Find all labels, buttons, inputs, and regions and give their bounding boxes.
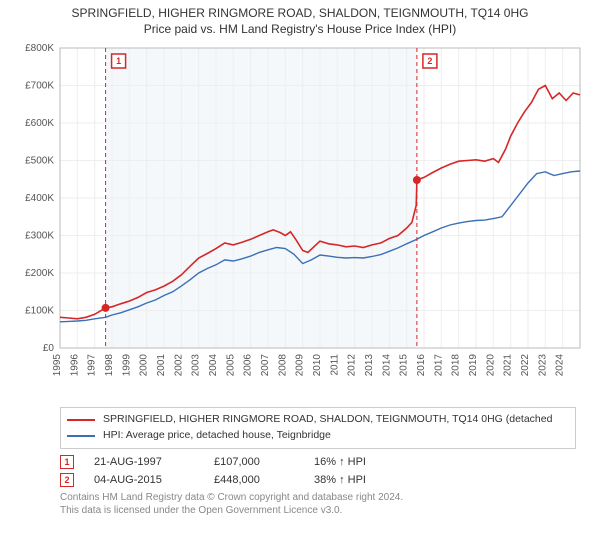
svg-text:2016: 2016 <box>416 354 427 377</box>
svg-text:2012: 2012 <box>347 354 358 377</box>
bottom-panel: SPRINGFIELD, HIGHER RINGMORE ROAD, SHALD… <box>0 403 600 523</box>
svg-text:2013: 2013 <box>364 354 375 377</box>
svg-text:2005: 2005 <box>225 354 236 377</box>
event-marker-icon: 1 <box>60 455 74 469</box>
svg-text:2024: 2024 <box>555 354 566 377</box>
copyright-line2: This data is licensed under the Open Gov… <box>60 504 576 517</box>
svg-text:1999: 1999 <box>121 354 132 377</box>
svg-text:2021: 2021 <box>503 354 514 377</box>
svg-text:2014: 2014 <box>381 354 392 377</box>
svg-text:£600K: £600K <box>25 118 54 129</box>
legend-row-hpi: HPI: Average price, detached house, Teig… <box>67 428 569 444</box>
svg-text:2001: 2001 <box>156 354 167 377</box>
event-marker-icon: 2 <box>60 473 74 487</box>
svg-text:1: 1 <box>116 56 121 66</box>
svg-text:2017: 2017 <box>433 354 444 377</box>
svg-text:1996: 1996 <box>69 354 80 377</box>
svg-text:2006: 2006 <box>243 354 254 377</box>
chart-svg: £0 £100K £200K £300K £400K £500K £600K £700K £80… <box>0 38 600 398</box>
title-main: SPRINGFIELD, HIGHER RINGMORE ROAD, SHALD… <box>10 6 590 20</box>
svg-text:£700K: £700K <box>25 81 54 92</box>
svg-text:2009: 2009 <box>295 354 306 377</box>
legend-label-hpi: HPI: Average price, detached house, Teig… <box>103 428 331 444</box>
copyright: Contains HM Land Registry data © Crown c… <box>60 491 576 517</box>
svg-text:£800K: £800K <box>25 43 54 54</box>
svg-text:2004: 2004 <box>208 354 219 377</box>
svg-text:2011: 2011 <box>329 354 340 376</box>
svg-text:2015: 2015 <box>399 354 410 377</box>
title-block: SPRINGFIELD, HIGHER RINGMORE ROAD, SHALD… <box>0 0 600 38</box>
event-date: 21-AUG-1997 <box>94 456 194 468</box>
svg-text:2022: 2022 <box>520 354 531 377</box>
svg-text:1997: 1997 <box>87 354 98 377</box>
svg-text:2010: 2010 <box>312 354 323 377</box>
svg-text:£0: £0 <box>43 343 55 354</box>
event-row: 1 21-AUG-1997 £107,000 16% ↑ HPI <box>60 455 576 469</box>
legend-box: SPRINGFIELD, HIGHER RINGMORE ROAD, SHALD… <box>60 407 576 449</box>
svg-text:2007: 2007 <box>260 354 271 377</box>
event-pct: 38% ↑ HPI <box>314 474 404 486</box>
svg-text:2023: 2023 <box>537 354 548 377</box>
copyright-line1: Contains HM Land Registry data © Crown c… <box>60 491 576 504</box>
svg-text:1995: 1995 <box>52 354 63 377</box>
chart-container: SPRINGFIELD, HIGHER RINGMORE ROAD, SHALD… <box>0 0 600 523</box>
svg-text:£100K: £100K <box>25 306 54 317</box>
svg-text:2020: 2020 <box>485 354 496 377</box>
svg-text:£400K: £400K <box>25 193 54 204</box>
svg-text:£200K: £200K <box>25 268 54 279</box>
svg-text:£300K: £300K <box>25 231 54 242</box>
legend-row-property: SPRINGFIELD, HIGHER RINGMORE ROAD, SHALD… <box>67 412 569 428</box>
svg-text:2003: 2003 <box>191 354 202 377</box>
svg-text:2000: 2000 <box>139 354 150 377</box>
svg-text:£500K: £500K <box>25 156 54 167</box>
chart-area: £0 £100K £200K £300K £400K £500K £600K £700K £80… <box>0 38 600 403</box>
legend-swatch-property <box>67 419 95 421</box>
svg-text:2008: 2008 <box>277 354 288 377</box>
event-table: 1 21-AUG-1997 £107,000 16% ↑ HPI 2 04-AUG-201… <box>60 455 576 487</box>
legend-swatch-hpi <box>67 435 95 437</box>
svg-text:2002: 2002 <box>173 354 184 377</box>
svg-text:2019: 2019 <box>468 354 479 377</box>
event-date: 04-AUG-2015 <box>94 474 194 486</box>
event-price: £107,000 <box>214 456 294 468</box>
svg-text:2: 2 <box>427 56 432 66</box>
event-row: 2 04-AUG-2015 £448,000 38% ↑ HPI <box>60 473 576 487</box>
event-price: £448,000 <box>214 474 294 486</box>
legend-label-property: SPRINGFIELD, HIGHER RINGMORE ROAD, SHALD… <box>103 412 552 428</box>
svg-text:1998: 1998 <box>104 354 115 377</box>
event-pct: 16% ↑ HPI <box>314 456 404 468</box>
svg-text:2018: 2018 <box>451 354 462 377</box>
title-sub: Price paid vs. HM Land Registry's House … <box>10 22 590 36</box>
